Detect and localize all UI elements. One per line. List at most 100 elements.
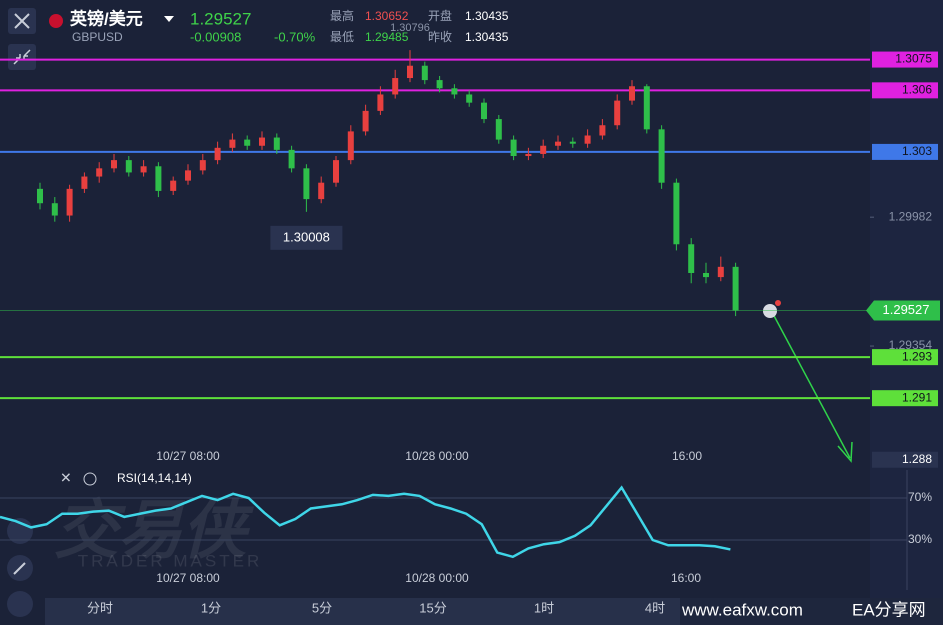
candle-body <box>37 188 43 204</box>
candle-body <box>466 94 473 103</box>
x-tick-label: 16:00 <box>672 449 702 463</box>
candle-body <box>229 139 236 148</box>
y-tick-label: 1.29354 <box>889 338 933 352</box>
value: 1.29485 <box>365 30 409 44</box>
candle-body <box>392 78 399 95</box>
level-label: 1.288 <box>902 452 932 466</box>
close-button[interactable] <box>8 8 36 34</box>
candle-body <box>51 203 58 216</box>
tab[interactable]: 分时 <box>87 600 113 615</box>
candle-body <box>407 65 413 79</box>
x-tick-label: 10/28 00:00 <box>405 449 469 463</box>
low-box <box>270 225 343 250</box>
level-tag <box>872 390 938 407</box>
candle-body <box>362 110 369 132</box>
close-rsi[interactable]: ✕ <box>60 470 72 486</box>
level-label: 1.291 <box>902 390 932 404</box>
candle-body <box>510 139 517 157</box>
level-tag <box>872 51 938 68</box>
candle-body <box>599 125 606 136</box>
candle-body <box>273 137 280 150</box>
candle-body <box>451 88 458 95</box>
label: 开盘 <box>428 8 452 23</box>
site-name: EA分享网 <box>852 600 926 619</box>
forecast-arrow <box>771 311 851 459</box>
change: -0.00908 <box>190 29 241 44</box>
candle-body <box>185 170 191 181</box>
low-annotation: 1.30008 <box>283 229 330 244</box>
candle-body <box>643 86 650 130</box>
candle-body <box>673 182 680 245</box>
x-tick-label: 10/27 08:00 <box>156 571 220 585</box>
value: 1.30435 <box>465 9 509 23</box>
indicator-button[interactable] <box>7 591 33 617</box>
candle-body <box>688 244 695 273</box>
arrow-head <box>837 441 853 463</box>
symbol: GBPUSD <box>72 30 123 44</box>
tab[interactable]: 1分 <box>201 600 221 615</box>
rsi-title: RSI(14,14,14) <box>117 471 192 485</box>
candle-body <box>303 168 310 200</box>
value: 1.30652 <box>365 9 409 23</box>
candle-body <box>555 141 561 146</box>
site-band <box>680 598 943 625</box>
change-pct: -0.70% <box>274 29 316 44</box>
rsi-line <box>0 485 731 559</box>
flag <box>49 14 63 28</box>
level-tag <box>872 349 938 366</box>
tab[interactable]: 15分 <box>419 600 446 615</box>
pair[interactable]: 英镑/美元 <box>70 8 143 28</box>
candle-body <box>658 129 665 183</box>
tab[interactable]: 4时 <box>645 600 665 615</box>
label: 昨收 <box>428 30 452 44</box>
candle-body <box>377 94 384 111</box>
watermark-logo: 交易侠 <box>54 494 254 566</box>
high-annotation: 1.30796 <box>390 22 430 34</box>
candle-body <box>66 188 73 216</box>
dropdown[interactable] <box>164 16 174 22</box>
candle-body <box>540 145 547 154</box>
x-tick-label: 16:00 <box>671 571 701 585</box>
site: www.eafxw.com <box>681 600 803 619</box>
candle-body <box>481 102 487 120</box>
candle-body <box>333 160 339 183</box>
tab[interactable]: 1时 <box>534 600 554 615</box>
candle-body <box>614 100 621 126</box>
watermark-sub: TRADER MASTER <box>78 551 262 570</box>
price-label: 1.29527 <box>883 302 930 317</box>
label: 最高 <box>330 8 354 23</box>
candle-body <box>96 168 103 177</box>
price: 1.29527 <box>190 9 251 28</box>
candle-body <box>288 149 295 169</box>
candle-body <box>199 160 206 171</box>
price-tag <box>866 300 940 321</box>
level-label: 1.306 <box>902 83 932 97</box>
settings-rsi[interactable] <box>83 472 97 486</box>
level-tag <box>872 451 938 468</box>
candle-body <box>259 137 265 146</box>
candle-body <box>717 266 724 278</box>
x-tick-label: 10/28 00:00 <box>405 571 469 585</box>
candle-body <box>569 141 576 144</box>
shrink-button[interactable] <box>8 44 36 70</box>
candle-body <box>584 135 591 144</box>
level-label: 1.293 <box>902 349 932 363</box>
candle-body <box>125 160 132 173</box>
candle-body <box>155 166 162 191</box>
level-label: 1.303 <box>902 144 932 158</box>
tab[interactable]: 5分 <box>312 600 332 615</box>
candle-body <box>421 65 428 81</box>
y-tick-label: 30% <box>908 532 932 546</box>
candle-body <box>318 182 325 200</box>
candle-body <box>525 153 532 157</box>
candle-body <box>732 266 739 311</box>
level-label: 1.3075 <box>895 52 932 66</box>
x-tick-label: 10/27 08:00 <box>156 449 220 463</box>
candle-body <box>140 166 147 173</box>
candle-body <box>703 272 709 278</box>
candle-body <box>629 86 635 101</box>
candle-body <box>244 139 251 146</box>
candle-body <box>436 80 443 89</box>
